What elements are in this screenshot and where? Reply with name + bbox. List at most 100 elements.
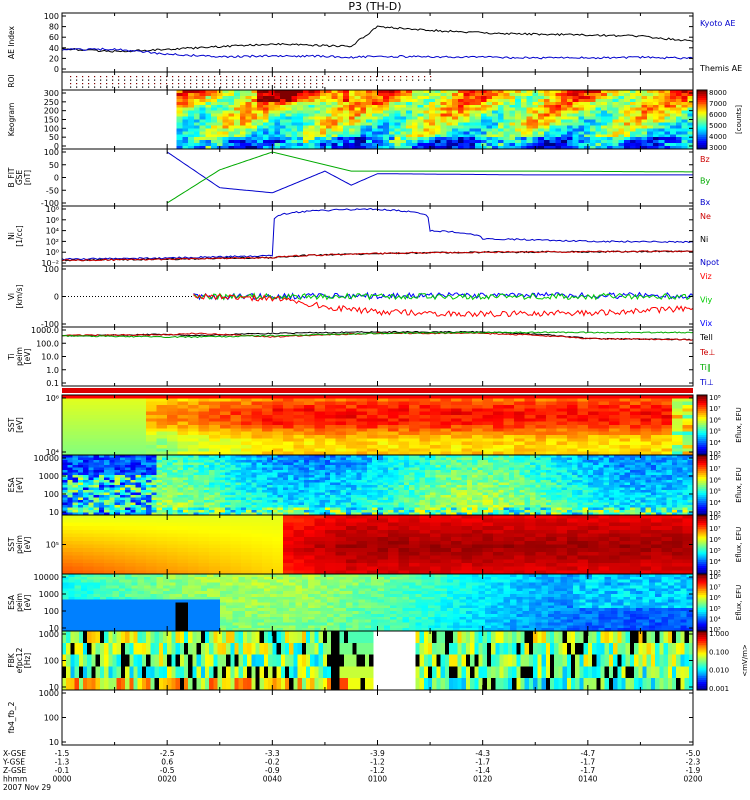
ytick-label: 100 [44,490,59,499]
ylabel-sst1: SST [7,418,16,433]
ytick-label: 200 [44,107,59,116]
xaxis-value: -1.2 [370,766,385,775]
colorbar-tick: 10⁷ [709,465,721,473]
ytick-label: 150 [44,116,59,125]
ytick-label: 10 [49,738,59,747]
ylabel-bfit: B_FIT [7,167,16,187]
ytick-label: 10000 [34,454,59,463]
colorbar-tick: 10⁸ [709,454,721,462]
ytick-label: 1000 [39,472,59,481]
series-te- [61,332,694,341]
colorbar-tick: 10⁷ [709,405,721,413]
ytick-label: 250 [44,98,59,107]
colorbar-tick: 10⁸ [709,514,721,522]
colorbar-tick: 10⁸ [709,394,721,402]
mode-bar [62,388,693,393]
legend-by: By [700,177,710,186]
xaxis-value: -0.1 [55,766,70,775]
ylabel-fb2: fb4_fb_2 [7,701,16,733]
ytick-label: 20 [49,54,59,63]
ylabel-vi: Vi [7,293,16,300]
xaxis-value: -3.9 [370,749,385,758]
ytick-label: 100 [44,148,59,157]
ylabel-bfit: [nT] [23,170,32,185]
colorbar-esa2: 10⁸ 10⁷ 10⁶ 10⁵ 10⁴ 10³ Eflux, EFU [696,573,743,634]
series-ne [61,250,693,262]
ylabel-sst2: SST [7,537,16,552]
panel-frame-ni [61,205,694,267]
colorbar-tick: 10⁴ [709,558,721,566]
ylabel-sst1: [eV] [15,417,24,433]
xaxis-value: 0040 [263,775,282,784]
ylabel-ni: [1/cc] [15,225,24,246]
colorbar-esa1: 10⁸ 10⁷ 10⁶ 10⁵ 10⁴ 10³ Eflux, EFU [696,454,743,518]
colorbar-tick: 10⁶ [709,416,721,424]
esa-ion-spectrogram [62,455,694,516]
ytick-label: 100 [44,265,59,274]
sst-electron-spectrogram [62,515,694,575]
ylabel-esa1: ESA [7,477,16,493]
xaxis-value: -1.4 [475,766,490,775]
colorbar-unit: [counts] [735,105,743,134]
legend-ni: Ni [700,235,708,244]
xaxis-value: 0140 [578,775,597,784]
xaxis-value: 0.6 [161,758,173,767]
ytick-label: 10⁴ [46,448,59,457]
ylabel-ni: Ni [7,232,16,240]
ylabel-esa2: peim [15,593,24,612]
series-viz [193,293,694,318]
colorbar-tick: 10⁴ [709,499,721,507]
series-ti- [61,331,694,339]
ytick-label: 10 [49,624,59,633]
ytick-label: 10⁶ [46,216,59,225]
colorbar-tick: 10⁷ [709,525,721,533]
ytick-label: 10 [49,683,59,692]
series-by [166,151,693,204]
roi-markers [70,76,432,88]
ytick-label: 10⁴ [46,227,59,236]
ylabel-esa2: [eV] [23,595,32,611]
colorbar-unit: <mV/m> [741,644,749,677]
ytick-label: 300 [44,89,59,98]
ylabel-sst2: peim [15,535,24,554]
ylabel-bfit: GSE [15,170,24,186]
legend-viy: Viy [700,296,713,305]
xaxis-value: -1.5 [55,749,70,758]
colorbar-unit: Eflux, EFU [735,527,743,562]
colorbar-tick: 10⁴ [709,615,721,623]
xaxis-value: -1.7 [475,758,490,767]
colorbar-tick: 10⁶ [709,476,721,484]
series-vix [193,291,694,301]
legend-tell: Tell [699,333,713,342]
legend-viz: Viz [700,272,712,281]
ytick-label: 0 [54,174,59,183]
xaxis-value: -1.2 [370,758,385,767]
ytick-label: 1000 [39,590,59,599]
xaxis-value: -0.5 [160,766,175,775]
ytick-label: 0 [54,65,59,74]
sst-ion-spectrogram [62,395,694,456]
ytick-label: 50 [49,161,59,170]
ytick-label: 10² [46,237,59,246]
ytick-label: 100 [44,124,59,133]
xaxis-rowlabel: X-GSE [3,749,26,758]
colorbar-keogram: 8000 7000 6000 5000 4000 3000 [counts] [696,89,743,152]
ytick-label: 100 [44,714,59,723]
ytick-label: 1000 [39,630,59,639]
legend-ne: Ne [700,212,711,221]
esa-electron-spectrogram [62,574,694,632]
ylabel-esa1: [eV] [15,477,24,493]
colorbar-tick: 10³ [709,450,721,458]
ytick-label: 1000 [39,689,59,698]
ytick-label: 0.1 [46,379,59,388]
ytick-label: 10⁶ [46,394,59,403]
xaxis-value: 0020 [158,775,177,784]
fbk-spectrogram [62,631,694,691]
ytick-label: 10 [49,508,59,517]
ylabel-sst2: [eV] [23,537,32,553]
legend-te-: Te⊥ [699,348,715,357]
ytick-label: 1000.0 [31,326,59,335]
panel-frame-ae [61,12,694,73]
ytick-label: 100 [44,12,59,21]
